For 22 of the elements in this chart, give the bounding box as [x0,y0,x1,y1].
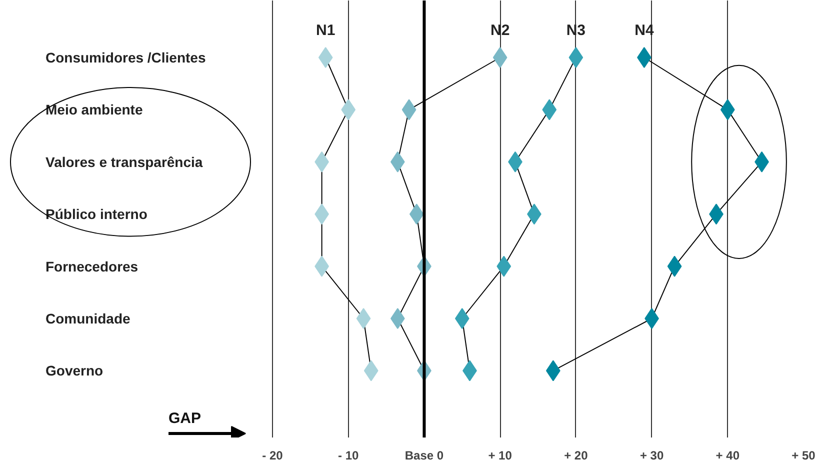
point [568,47,584,68]
y-tick-label: Comunidade [46,310,130,326]
y-tick-label: Fornecedores [46,258,138,274]
x-tick-label: - 20 [262,448,284,462]
text: GAP [168,410,202,427]
y-tick-label: Público interno [46,206,148,222]
point [454,308,470,329]
x-tick-label: + 10 [488,448,512,462]
x-tick-label: - 10 [338,448,360,462]
y-tick-label: Valores e transparência [46,154,203,170]
x-tick-label: + 40 [716,448,740,462]
y-tick-label: Governo [46,362,104,379]
point [318,47,333,68]
x-tick-label: + 50 [792,448,816,462]
point [356,308,371,329]
y-tick-label: Consumidores /Clientes [46,50,206,66]
x-tick-label: Base 0 [404,448,444,462]
x-tick-label: + 20 [564,448,588,462]
series-label: N1 [316,22,336,39]
y-tick-label: Meio ambiente [46,102,143,118]
x-tick-label: + 30 [640,448,664,462]
point [492,47,508,68]
